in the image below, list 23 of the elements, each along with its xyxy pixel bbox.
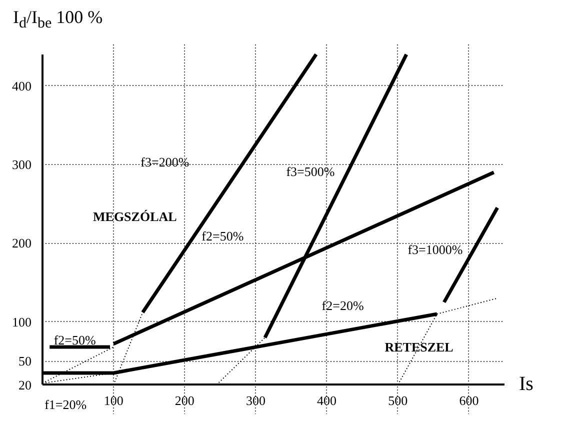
annotation: f3=1000% (408, 242, 463, 257)
annotation: RETESZEL (384, 339, 454, 354)
y-tick-label: 300 (12, 157, 32, 172)
x-tick-label: 600 (459, 392, 479, 408)
annotation: MEGSZÓLAL (93, 208, 178, 224)
annotation: f2=50% (54, 332, 96, 348)
x-tick-label: 300 (246, 392, 266, 408)
x-tick-label: 200 (174, 392, 194, 408)
y-tick-label: 20 (18, 377, 32, 392)
text: f1=20% (44, 397, 87, 412)
annotation: f2=50% (202, 228, 244, 244)
y-axis-title: I$_{d}$/I$_{be}$ 100 % (13, 6, 103, 34)
y-tick-label: 50 (18, 354, 32, 369)
y-tick-label: 200 (12, 236, 32, 251)
y-tick-label: 100 (12, 314, 32, 330)
x-tick-label: 400 (317, 392, 337, 408)
x-tick-label: 500 (388, 392, 408, 408)
x-tick-label: 100 (104, 392, 124, 408)
x-axis-title: Is (519, 372, 534, 397)
annotation: f2=20% (322, 298, 364, 313)
annotation: f3=500% (286, 164, 335, 180)
y-tick-label: 400 (12, 78, 32, 94)
annotation: f3=200% (140, 154, 190, 170)
